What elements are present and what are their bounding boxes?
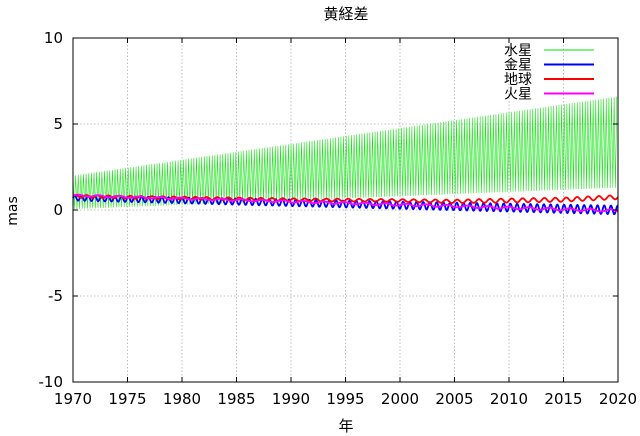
x-tick-label: 1985 <box>217 390 255 408</box>
x-tick-label: 1980 <box>163 390 201 408</box>
legend-label: 地球 <box>504 72 532 88</box>
x-tick-label: 1975 <box>108 390 146 408</box>
y-tick-label: -10 <box>39 373 64 391</box>
x-tick-label: 1995 <box>326 390 364 408</box>
legend-label: 火星 <box>504 87 532 103</box>
series-line-0 <box>72 96 618 210</box>
x-tick-label: 2000 <box>381 390 419 408</box>
y-axis-label: mas <box>5 196 21 226</box>
legend-label: 水星 <box>504 43 532 59</box>
x-tick-label: 2010 <box>490 390 528 408</box>
y-tick-label: 5 <box>53 115 63 133</box>
series-layer <box>72 96 619 216</box>
x-tick-label: 1970 <box>54 390 92 408</box>
x-tick-label: 2015 <box>544 390 582 408</box>
series-line-2 <box>72 194 619 204</box>
y-tick-label: -5 <box>48 287 63 305</box>
series-line-3 <box>72 193 619 213</box>
ticks: 1970 1975 1980 1985 1990 1995 2000 2005 2010 2015… <box>39 29 638 408</box>
x-tick-label: 2005 <box>435 390 473 408</box>
chart-title: 黄経差 <box>323 5 368 23</box>
legend-label: 金星 <box>504 58 532 74</box>
y-tick-label: 10 <box>44 29 63 47</box>
x-tick-label: 2020 <box>599 390 637 408</box>
y-tick-label: 0 <box>53 201 63 219</box>
series-line-1 <box>72 194 619 216</box>
x-tick-label: 1990 <box>272 390 310 408</box>
x-axis-label: 年 <box>338 417 353 435</box>
